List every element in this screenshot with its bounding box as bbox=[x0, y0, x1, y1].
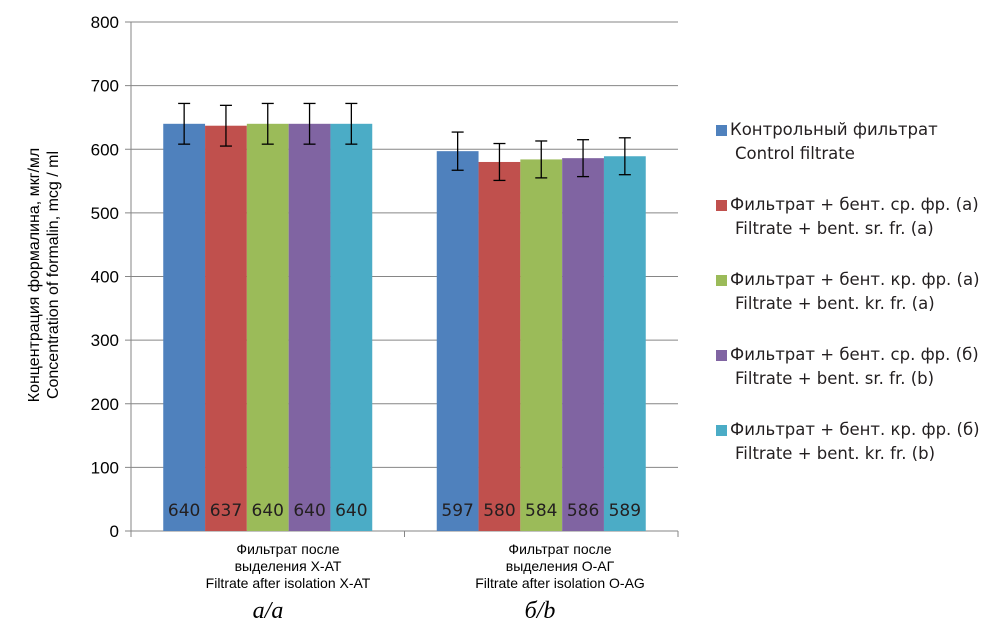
category-label-1: Фильтрат после выделения Х-АТ Filtrate a… bbox=[170, 541, 406, 592]
legend-label-kr-a: Фильтрат + бент. кр. фр. (а) bbox=[730, 270, 980, 289]
legend-swatch-control bbox=[716, 125, 727, 136]
data-label: 640 bbox=[252, 501, 284, 521]
data-label: 637 bbox=[210, 501, 242, 521]
legend-label-control-en: Control filtrate bbox=[735, 144, 855, 163]
category-2-line-2: выделения О-АГ bbox=[505, 558, 615, 574]
category-2-line-1: Фильтрат после bbox=[508, 541, 612, 557]
bar bbox=[478, 161, 521, 531]
y-tick-label: 300 bbox=[91, 331, 119, 350]
legend-label-kr-b: Фильтрат + бент. кр. фр. (б) bbox=[730, 420, 980, 439]
y-tick-label: 600 bbox=[91, 140, 119, 159]
bar bbox=[520, 159, 563, 531]
legend-label-sr-a-en: Filtrate + bent. sr. fr. (a) bbox=[735, 219, 934, 238]
legend-label-kr-b-en: Filtrate + bent. kr. fr. (b) bbox=[735, 444, 936, 463]
legend-label-sr-b-en: Filtrate + bent. sr. fr. (b) bbox=[735, 369, 935, 388]
y-tick-label: 0 bbox=[110, 522, 119, 541]
data-label: 586 bbox=[567, 501, 599, 521]
legend-item-kr-b: Фильтрат + бент. кр. фр. (б) Filtrate + … bbox=[716, 418, 1001, 466]
category-2-line-3: Filtrate after isolation O-AG bbox=[475, 575, 645, 591]
chart-legend: Контрольный фильтрат Control filtrate Фи… bbox=[716, 118, 1001, 493]
data-label: 589 bbox=[609, 501, 641, 521]
bar bbox=[603, 156, 646, 531]
y-tick-label: 800 bbox=[91, 13, 119, 32]
bar bbox=[163, 123, 206, 532]
data-label: 640 bbox=[335, 501, 367, 521]
legend-label-sr-a: Фильтрат + бент. ср. фр. (а) bbox=[730, 195, 979, 214]
category-1-line-3: Filtrate after isolation X-AT bbox=[205, 575, 371, 591]
data-label: 597 bbox=[441, 501, 473, 521]
legend-swatch-kr-b bbox=[716, 425, 727, 436]
data-label: 640 bbox=[293, 501, 325, 521]
bar bbox=[436, 151, 479, 531]
data-label: 580 bbox=[483, 501, 515, 521]
legend-swatch-sr-b bbox=[716, 350, 727, 361]
legend-item-control: Контрольный фильтрат Control filtrate bbox=[716, 118, 1001, 166]
y-tick-label: 200 bbox=[91, 395, 119, 414]
y-tick-label: 100 bbox=[91, 458, 119, 477]
y-tick-label: 700 bbox=[91, 77, 119, 96]
bar bbox=[288, 123, 331, 532]
y-axis-title-line-2: Concentration of formalin, mcg / ml bbox=[45, 150, 62, 400]
y-tick-label: 400 bbox=[91, 268, 119, 287]
legend-item-kr-a: Фильтрат + бент. кр. фр. (а) Filtrate + … bbox=[716, 268, 1001, 316]
data-label: 584 bbox=[525, 501, 557, 521]
panel-label-a: а/a bbox=[252, 598, 284, 624]
category-label-2: Фильтрат после выделения О-АГ Filtrate a… bbox=[442, 541, 678, 592]
legend-swatch-sr-a bbox=[716, 200, 727, 211]
bar bbox=[330, 123, 373, 532]
legend-item-sr-a: Фильтрат + бент. ср. фр. (а) Filtrate + … bbox=[716, 193, 1001, 241]
data-label: 640 bbox=[168, 501, 200, 521]
category-1-line-2: выделения Х-АТ bbox=[234, 558, 342, 574]
bar bbox=[246, 123, 289, 532]
legend-label-control: Контрольный фильтрат bbox=[730, 120, 938, 139]
legend-label-sr-b: Фильтрат + бент. ср. фр. (б) bbox=[730, 345, 979, 364]
legend-swatch-kr-a bbox=[716, 275, 727, 286]
bar bbox=[205, 125, 247, 532]
panel-label-b: б/b bbox=[524, 598, 556, 624]
y-axis-title-line-1: Концентрация формалина, мкг/мл bbox=[26, 147, 43, 403]
category-1-line-1: Фильтрат после bbox=[236, 541, 340, 557]
legend-label-kr-a-en: Filtrate + bent. kr. fr. (a) bbox=[735, 294, 935, 313]
bar bbox=[562, 158, 604, 531]
legend-item-sr-b: Фильтрат + бент. ср. фр. (б) Filtrate + … bbox=[716, 343, 1001, 391]
y-tick-label: 500 bbox=[91, 204, 119, 223]
